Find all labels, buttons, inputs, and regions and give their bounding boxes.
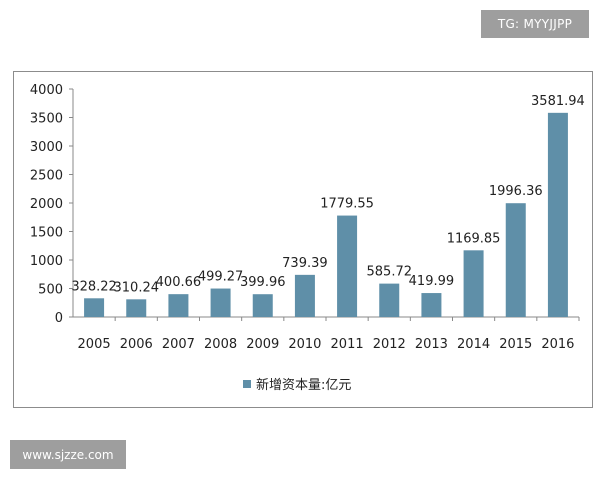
x-tick-label: 2009 xyxy=(246,337,279,352)
bar xyxy=(294,274,315,317)
x-tick-label: 2013 xyxy=(415,337,448,352)
y-tick-label: 3000 xyxy=(30,140,63,155)
data-label: 585.72 xyxy=(367,265,413,280)
x-tick-label: 2010 xyxy=(288,337,321,352)
y-tick-label: 500 xyxy=(38,283,63,298)
bar xyxy=(168,294,189,317)
y-tick-label: 4000 xyxy=(30,83,63,98)
bar xyxy=(337,215,358,317)
x-tick-label: 2014 xyxy=(457,337,490,352)
y-tick-label: 1500 xyxy=(30,226,63,241)
bar xyxy=(421,293,442,317)
y-tick-label: 0 xyxy=(55,311,63,326)
bar xyxy=(252,294,273,317)
x-tick-label: 2016 xyxy=(541,337,574,352)
data-label: 1779.55 xyxy=(320,197,374,212)
legend-label: 新增资本量:亿元 xyxy=(256,377,351,393)
data-label: 1169.85 xyxy=(447,231,501,246)
data-label: 739.39 xyxy=(282,256,328,271)
bar xyxy=(126,299,147,317)
x-axis: 2005 2006 2007 2008 2009 2010 2011 2012 2013 2014… xyxy=(73,316,580,352)
y-tick-label: 2000 xyxy=(30,197,63,212)
y-tick-label: 1000 xyxy=(30,254,63,269)
data-label: 328.22 xyxy=(71,279,117,294)
bar xyxy=(84,298,105,317)
data-label: 1996.36 xyxy=(489,184,543,199)
chart-frame xyxy=(13,71,593,408)
x-tick-label: 2007 xyxy=(162,337,195,352)
y-tick-label: 2500 xyxy=(30,169,63,184)
data-label: 3581.94 xyxy=(531,94,585,109)
bars xyxy=(84,112,568,317)
x-tick-label: 2006 xyxy=(120,337,153,352)
bottom-watermark-tag: www.sjzze.com xyxy=(10,440,126,469)
data-label: 400.66 xyxy=(156,275,202,290)
bar xyxy=(210,288,231,317)
x-tick-label: 2008 xyxy=(204,337,237,352)
x-tick-label: 2011 xyxy=(331,337,364,352)
legend: 新增资本量:亿元 xyxy=(243,377,351,393)
y-tick-label: 3500 xyxy=(30,112,63,127)
x-tick-label: 2015 xyxy=(499,337,532,352)
data-label: 419.99 xyxy=(409,274,455,289)
data-label: 399.96 xyxy=(240,275,286,290)
data-label: 310.24 xyxy=(114,280,160,295)
bar xyxy=(505,203,526,317)
x-tick-label: 2012 xyxy=(373,337,406,352)
top-watermark-tag: TG: MYYJJPP xyxy=(481,10,589,38)
bar xyxy=(547,112,568,317)
legend-swatch xyxy=(243,380,251,388)
x-tick-label: 2005 xyxy=(78,337,111,352)
data-label: 499.27 xyxy=(198,270,244,285)
bar xyxy=(379,283,400,317)
bar xyxy=(463,250,484,317)
y-axis: 0 500 1000 1500 2000 2500 3000 3500 4000 xyxy=(30,83,74,326)
